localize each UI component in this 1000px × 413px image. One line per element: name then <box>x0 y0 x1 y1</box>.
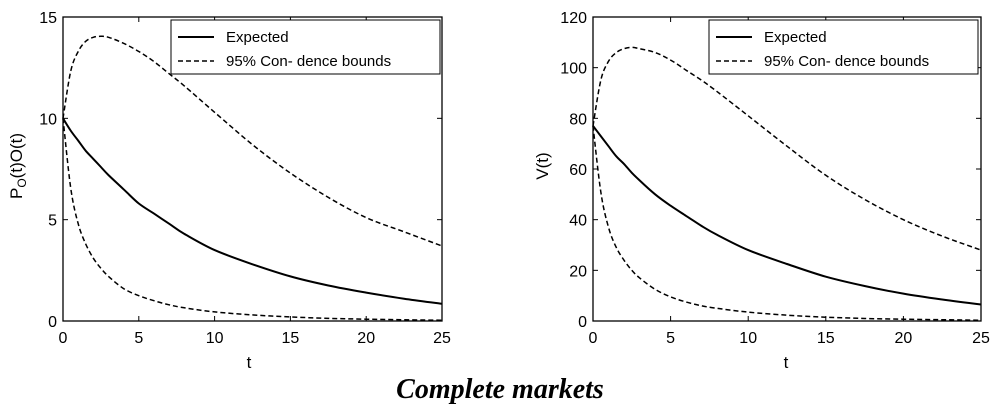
series-line-right-1 <box>592 46 982 251</box>
series-line-left-0 <box>62 117 443 305</box>
x-axis-label-right: t <box>784 353 789 372</box>
legend-box-left <box>170 19 441 75</box>
x-tick-label-left: 0 <box>59 330 68 347</box>
x-tick-label-right: 25 <box>972 330 990 347</box>
y-tick-label-right: 40 <box>569 213 587 230</box>
plot-lines-right <box>592 46 982 321</box>
axis-ticks-left: 0 5 10 15 20 25 0 5 10 15 <box>39 10 451 347</box>
legend-box-right <box>708 19 979 75</box>
plot-lines-left <box>62 35 443 321</box>
y-tick-label-right: 60 <box>569 162 587 179</box>
x-tick-label-left: 5 <box>134 330 143 347</box>
x-tick-label-right: 0 <box>589 330 598 347</box>
x-tick-label-right: 5 <box>666 330 675 347</box>
series-line-right-0 <box>592 125 982 306</box>
x-axis-label-left: t <box>247 353 252 372</box>
y-tick-label-left: 15 <box>39 10 57 27</box>
x-tick-label-left: 10 <box>206 330 224 347</box>
x-tick-label-left: 15 <box>282 330 300 347</box>
chart-right: 0 5 10 15 20 25 0 20 40 60 80 100 120 t V(t) Expecte… <box>533 10 990 372</box>
x-tick-label-right: 15 <box>817 330 835 347</box>
x-tick-label-left: 20 <box>357 330 375 347</box>
x-tick-label-right: 20 <box>895 330 913 347</box>
y-tick-label-left: 10 <box>39 111 57 128</box>
series-line-left-1 <box>62 35 443 247</box>
series-line-left-2 <box>62 118 443 321</box>
x-tick-label-right: 10 <box>739 330 757 347</box>
legend-label-expected-right: Expected <box>764 29 827 46</box>
y-tick-label-left: 5 <box>48 213 57 230</box>
legend-right: Expected 95% Con- dence bounds <box>708 19 979 75</box>
y-axis-label-left: PO(t)O(t) <box>7 133 29 199</box>
y-axis-label-right: V(t) <box>533 152 552 179</box>
legend-label-bounds-left: 95% Con- dence bounds <box>226 53 391 70</box>
chart-left: 0 5 10 15 20 25 0 5 10 15 t PO(t)O(t) Expected 95… <box>7 10 451 372</box>
axis-ticks-right: 0 5 10 15 20 25 0 20 40 60 80 100 120 <box>560 10 990 347</box>
series-line-right-2 <box>592 125 982 321</box>
legend-label-bounds-right: 95% Con- dence bounds <box>764 53 929 70</box>
plot-frame-left <box>62 16 443 322</box>
legend-left: Expected 95% Con- dence bounds <box>170 19 441 75</box>
y-tick-label-right: 0 <box>578 314 587 331</box>
y-tick-label-right: 100 <box>560 61 587 78</box>
y-tick-label-right: 80 <box>569 111 587 128</box>
legend-label-expected-left: Expected <box>226 29 289 46</box>
x-tick-label-left: 25 <box>433 330 451 347</box>
y-tick-label-left: 0 <box>48 314 57 331</box>
y-tick-label-right: 20 <box>569 263 587 280</box>
y-tick-label-right: 120 <box>560 10 587 27</box>
figure-caption: Complete markets <box>396 374 604 405</box>
